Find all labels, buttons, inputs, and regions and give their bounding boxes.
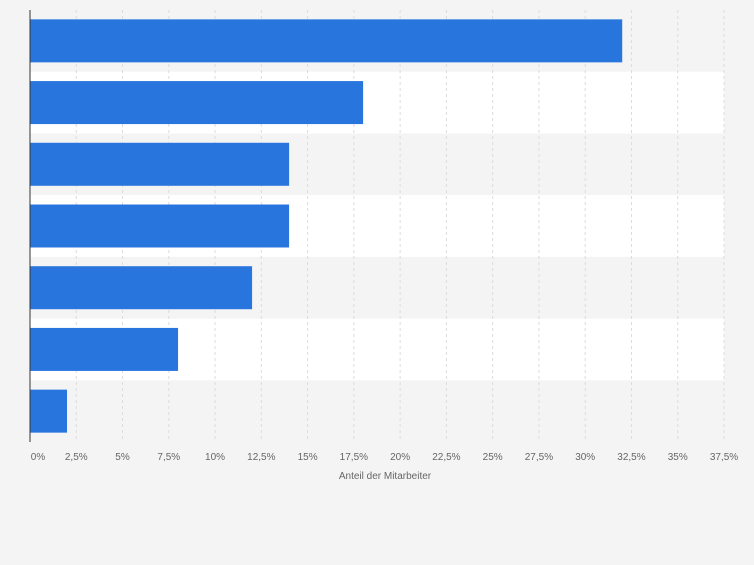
x-tick-label: 20% (390, 452, 410, 463)
x-tick-label: 5% (115, 452, 130, 463)
x-tick-label: 10% (205, 452, 225, 463)
x-tick-label: 22,5% (432, 452, 460, 463)
x-tick-labels: 0% 2,5% 5% 7,5% 10% 12,5% 15% 17,5% 20% 22,5% 25% 2… (31, 452, 739, 463)
bars (30, 19, 623, 433)
bar[interactable] (30, 142, 290, 186)
bar[interactable] (30, 19, 623, 63)
x-tick-label: 27,5% (525, 452, 553, 463)
x-tick-label: 12,5% (247, 452, 275, 463)
x-tick-label: 37,5% (710, 452, 738, 463)
row-stripe (30, 380, 724, 442)
x-tick-label: 0% (31, 452, 46, 463)
x-tick-label: 32,5% (617, 452, 645, 463)
x-tick-label: 7,5% (157, 452, 180, 463)
bar[interactable] (30, 204, 290, 248)
bar[interactable] (30, 389, 68, 433)
x-tick-label: 35% (668, 452, 688, 463)
x-tick-label: 25% (483, 452, 503, 463)
bar[interactable] (30, 266, 253, 310)
x-axis-label: Anteil der Mitarbeiter (339, 471, 432, 482)
bar[interactable] (30, 327, 179, 371)
x-tick-label: 17,5% (340, 452, 368, 463)
x-tick-label: 2,5% (65, 452, 88, 463)
x-tick-label: 30% (575, 452, 595, 463)
bar[interactable] (30, 81, 364, 125)
x-tick-label: 15% (298, 452, 318, 463)
